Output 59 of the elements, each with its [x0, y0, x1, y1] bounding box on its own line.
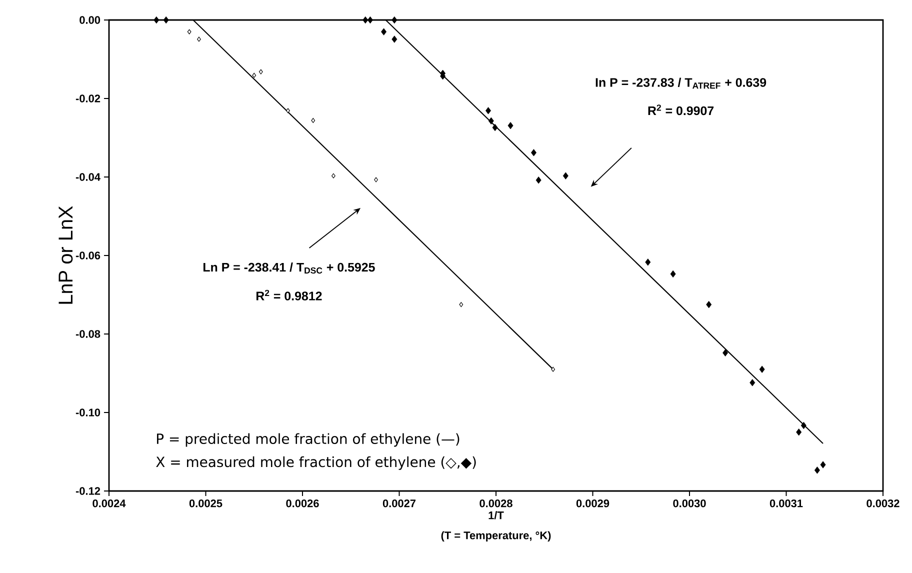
point: [722, 349, 728, 356]
x-tick-label: 0.0025: [189, 500, 222, 508]
point: [645, 258, 651, 266]
x-tick-label: 0.0028: [480, 500, 512, 508]
point: [530, 149, 536, 156]
point: [197, 36, 201, 42]
annotation: Ln P = -238.41 / T$_{DSC}$ + 0.5925: [203, 262, 375, 274]
point: [800, 422, 806, 430]
point: [706, 300, 712, 308]
point: [488, 117, 494, 124]
point: [492, 124, 498, 132]
point: [332, 173, 336, 178]
y-tick-label: 0.00: [80, 16, 100, 24]
x-tick-label: 0.0031: [770, 500, 803, 508]
x-tick-label: 0.0032: [866, 500, 900, 508]
point: [759, 366, 765, 373]
point: [551, 366, 556, 372]
point: [796, 428, 802, 436]
point: [392, 36, 398, 43]
y-tick-label: -0.06: [76, 252, 100, 260]
x-axis-title: 1/T: [488, 511, 504, 520]
y-tick-label: -0.08: [76, 330, 100, 338]
x-tick-label: 0.0024: [92, 500, 126, 508]
point: [163, 16, 169, 24]
point: [381, 28, 387, 36]
point: [252, 72, 256, 78]
annotation: X = measured mole fraction of ethylene (◇,◆): [156, 456, 476, 470]
point: [820, 461, 826, 468]
point: [187, 29, 192, 34]
point: [459, 302, 464, 308]
annotation: In P = -237.83 / T$_{ATREF}$ + 0.639: [596, 78, 766, 89]
x-tick-label: 0.0027: [382, 500, 416, 508]
point: [536, 176, 542, 184]
point: [362, 16, 368, 24]
point: [562, 172, 568, 180]
annotation: P = predicted mole fraction of ethylene (—): [157, 433, 460, 447]
y-tick-label: -0.04: [76, 173, 100, 181]
point: [814, 466, 820, 474]
point: [374, 177, 378, 182]
x-tick-label: 0.0026: [286, 500, 319, 508]
point: [258, 69, 263, 74]
y-tick-label: -0.10: [76, 408, 100, 416]
point: [286, 108, 290, 114]
annotation: R$^{2}$ = 0.9812: [256, 290, 322, 300]
point: [154, 16, 160, 24]
y-tick-label: -0.02: [76, 94, 100, 102]
point: [750, 379, 756, 386]
x-tick-label: 0.0029: [576, 500, 610, 508]
point: [392, 16, 398, 24]
y-tick-label: -0.12: [76, 487, 100, 495]
point: [486, 107, 491, 114]
x-tick-label: 0.0030: [673, 500, 706, 508]
point: [670, 270, 676, 278]
point: [311, 118, 316, 123]
point: [508, 122, 514, 130]
y-axis-title: LnP or LnX: [58, 206, 73, 304]
text: (T = Temperature, °K): [441, 531, 551, 542]
point: [367, 16, 373, 24]
annotation: R$^{2}$ = 0.9907: [648, 104, 714, 116]
